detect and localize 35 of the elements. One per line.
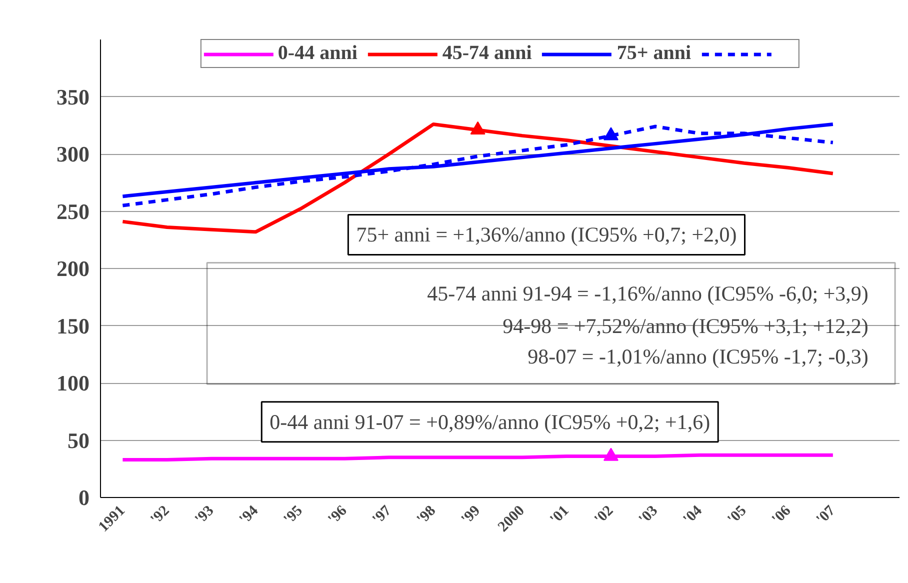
point	[603, 127, 618, 140]
x-tick-label: '97	[370, 502, 396, 528]
x-tick-label: '05	[724, 502, 750, 528]
y-tick-label: 50	[68, 428, 90, 453]
x-tick-label: '94	[236, 502, 262, 528]
x-tick-label: '01	[547, 502, 572, 528]
x-tick-label: '95	[281, 502, 306, 528]
y-tick-label: 350	[56, 84, 90, 110]
y-tick-label: 150	[56, 313, 90, 338]
x-tick-label: '02	[592, 502, 617, 528]
annotation: 45-74 anni 91-94 = -1,16%/anno (IC95% -6,0; +3,9)	[427, 282, 868, 306]
y-tick-label: 100	[56, 370, 90, 396]
legend-label: 0-44 anni	[278, 42, 358, 65]
x-tick-label: '06	[769, 502, 795, 528]
y-tick-label: 0	[78, 485, 90, 510]
x-tick-label: '99	[458, 502, 484, 528]
x-tick-label: '04	[680, 502, 706, 528]
point	[470, 121, 486, 134]
point	[603, 448, 618, 461]
x-tick-label: '03	[636, 502, 662, 528]
y-tick-label: 250	[56, 198, 90, 224]
legend-label: 75+ anni	[616, 42, 692, 65]
annotation: 75+ anni = +1,36%/anno (IC95% +0,7; +2,0)	[356, 222, 737, 247]
x-tick-label: '98	[414, 502, 440, 528]
x-tick-label: '93	[192, 502, 218, 528]
annotation: 98-07 = -1,01%/anno (IC95% -1,7; -0,3)	[528, 344, 868, 369]
x-tick-label: '96	[325, 502, 351, 528]
annotation: 94-98 = +7,52%/anno (IC95% +3,1; +12,2)	[502, 314, 868, 338]
x-tick-label: 1991	[96, 502, 128, 536]
x-tick-label: '07	[814, 502, 839, 528]
y-tick-label: 300	[56, 142, 90, 166]
y-tick-label: 200	[56, 256, 90, 281]
annotation: 0-44 anni 91-07 = +0,89%/anno (IC95% +0,2; +1,6)	[270, 410, 710, 434]
legend-label: 45-74 anni	[442, 42, 532, 65]
x-tick-label: '92	[148, 502, 173, 528]
